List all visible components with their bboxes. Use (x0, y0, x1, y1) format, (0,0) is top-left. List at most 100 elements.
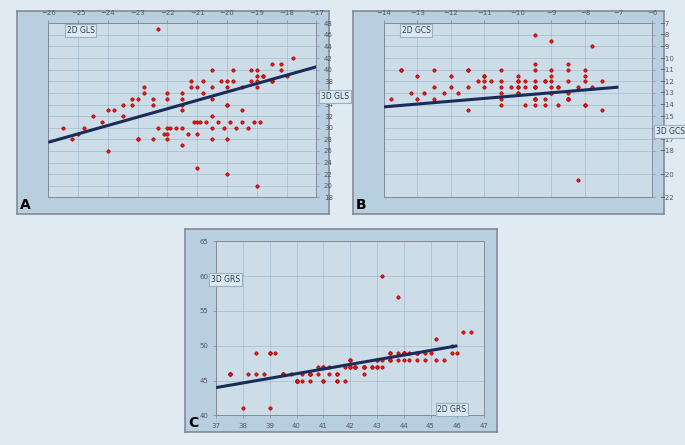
Text: 2D GRS: 2D GRS (438, 405, 466, 414)
Point (553, 84, 564, 91)
Point (258, 72, 269, 79)
Point (479, 84, 490, 91)
Point (186, 78, 197, 85)
Point (395, 66, 406, 73)
Point (519, 101, 530, 108)
Point (462, 107, 473, 114)
Text: 2D GLS: 2D GLS (66, 26, 95, 35)
Point (479, 78, 490, 85)
Point (192, 130, 203, 137)
Text: C: C (188, 416, 199, 429)
Point (254, 118, 265, 125)
Point (117, 101, 128, 108)
Text: B: B (356, 198, 366, 211)
Point (245, 66, 256, 73)
Point (546, 37, 557, 44)
Point (177, 101, 188, 108)
Point (221, 101, 232, 108)
Point (398, 349, 409, 356)
Point (350, 363, 361, 370)
Point (318, 363, 329, 370)
Point (332, 377, 342, 384)
Point (251, 370, 262, 377)
Point (445, 72, 456, 79)
Point (385, 356, 396, 363)
Point (546, 78, 557, 85)
Point (395, 66, 406, 73)
Point (412, 72, 423, 79)
Point (88, 113, 99, 120)
Point (264, 349, 275, 356)
Point (332, 370, 342, 377)
Point (212, 118, 223, 125)
Point (546, 89, 557, 97)
Point (445, 84, 456, 91)
Point (420, 356, 431, 363)
Point (563, 95, 574, 102)
Point (393, 294, 404, 301)
Point (580, 101, 590, 108)
Point (291, 377, 302, 384)
Point (403, 349, 414, 356)
Point (553, 84, 564, 91)
Point (224, 370, 235, 377)
Point (251, 349, 262, 356)
Point (304, 377, 315, 384)
Point (162, 130, 173, 137)
Point (403, 356, 414, 363)
Point (266, 78, 277, 85)
Point (563, 78, 574, 85)
Point (162, 124, 173, 131)
Point (452, 89, 463, 97)
Point (58, 124, 68, 131)
Point (366, 363, 377, 370)
Point (318, 377, 329, 384)
Point (429, 84, 440, 91)
Point (452, 349, 463, 356)
Point (318, 377, 329, 384)
Point (230, 124, 241, 131)
Point (297, 370, 308, 377)
Point (563, 95, 574, 102)
Point (385, 349, 396, 356)
Point (596, 107, 607, 114)
Point (251, 66, 262, 73)
Point (419, 89, 429, 97)
Point (221, 170, 232, 178)
Point (486, 78, 497, 85)
Point (304, 370, 315, 377)
Point (406, 89, 416, 97)
Point (248, 118, 259, 125)
Point (438, 356, 449, 363)
Point (312, 370, 323, 377)
Point (225, 118, 236, 125)
Point (539, 101, 550, 108)
Point (479, 72, 490, 79)
Point (162, 95, 173, 102)
Point (153, 25, 164, 32)
Point (430, 356, 441, 363)
Point (519, 84, 530, 91)
Point (236, 118, 247, 125)
Point (297, 377, 308, 384)
Point (496, 95, 507, 102)
Point (236, 84, 247, 91)
Point (393, 356, 404, 363)
Point (596, 78, 607, 85)
Point (216, 78, 227, 85)
Point (251, 72, 262, 79)
Point (126, 95, 137, 102)
Point (512, 89, 523, 97)
Point (512, 78, 523, 85)
Point (221, 84, 232, 91)
Point (479, 72, 490, 79)
Point (291, 377, 302, 384)
Point (207, 95, 218, 102)
Point (259, 370, 270, 377)
Point (580, 72, 590, 79)
Point (177, 124, 188, 131)
Point (266, 78, 277, 85)
Point (183, 130, 194, 137)
Text: 3D GLS: 3D GLS (321, 92, 349, 101)
Point (530, 84, 540, 91)
